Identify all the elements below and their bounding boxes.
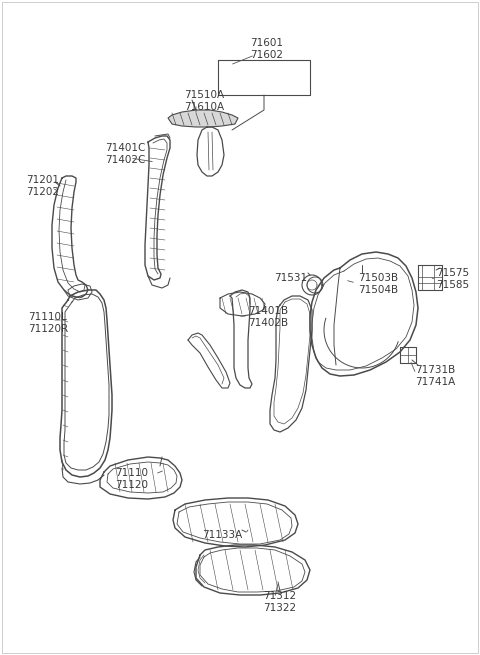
Polygon shape xyxy=(168,110,238,127)
Text: 71110L
71120R: 71110L 71120R xyxy=(28,312,68,335)
Text: 71133A: 71133A xyxy=(202,530,242,540)
Text: 71312
71322: 71312 71322 xyxy=(264,591,297,613)
Text: 71401C
71402C: 71401C 71402C xyxy=(105,143,145,166)
Text: 71201
71202: 71201 71202 xyxy=(26,175,60,197)
Text: 71110
71120: 71110 71120 xyxy=(115,468,148,491)
Text: 71601
71602: 71601 71602 xyxy=(251,38,284,60)
Text: 71503B
71504B: 71503B 71504B xyxy=(358,273,398,295)
Text: 71575
71585: 71575 71585 xyxy=(436,268,469,290)
Text: 71510A
71610A: 71510A 71610A xyxy=(184,90,224,113)
Text: 71731B
71741A: 71731B 71741A xyxy=(415,365,455,387)
Text: 71531: 71531 xyxy=(274,273,307,283)
Text: 71401B
71402B: 71401B 71402B xyxy=(248,306,288,328)
